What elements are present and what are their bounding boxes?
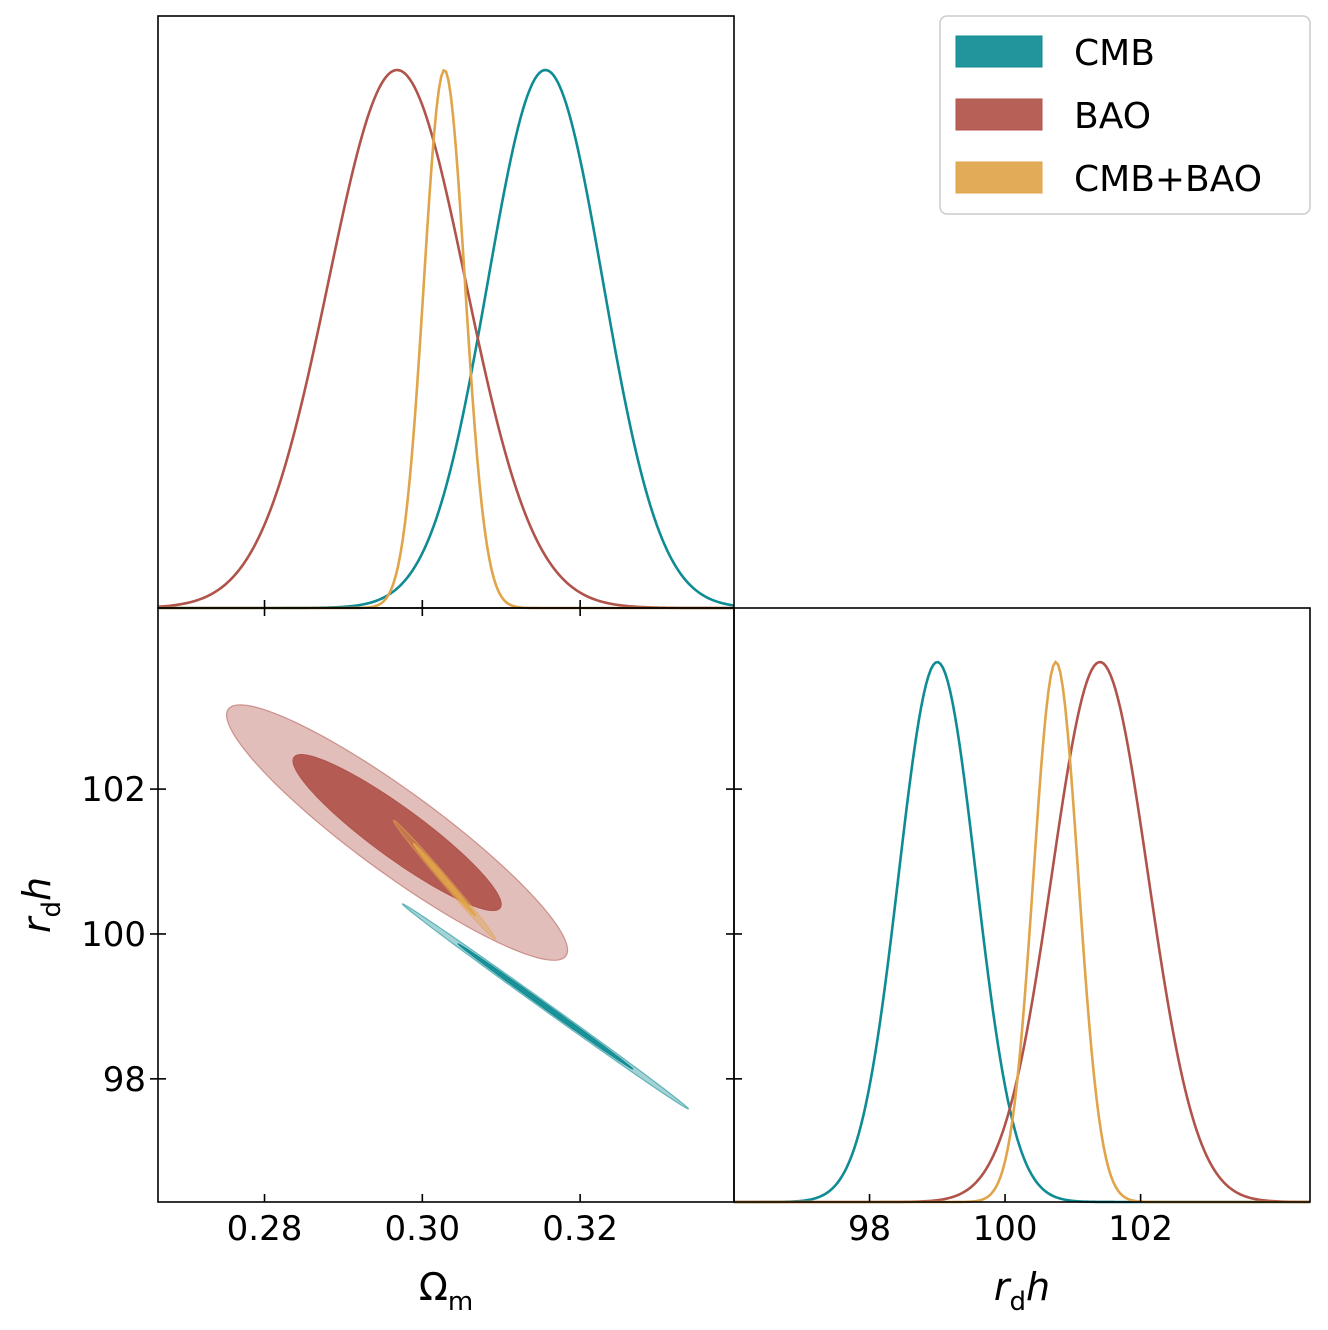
- x-tick-label-rdh: 98: [848, 1209, 891, 1249]
- marginal-rdh-cmb-plus-bao: [734, 659, 1310, 1204]
- legend: CMB BAO CMB+BAO: [939, 15, 1311, 215]
- marginal-omega-m-cmb-plus-bao: [158, 68, 734, 610]
- panel-rdh-marginal-frame: [733, 607, 1311, 1203]
- marginal-omega-m-cmb: [158, 68, 735, 610]
- contour-1sigma-cmb: [457, 943, 634, 1070]
- x-tick-label-rdh: 102: [1108, 1209, 1173, 1249]
- y-axis-label-rdh: rdh: [15, 877, 67, 933]
- marginal-rdh-bao: [734, 660, 1311, 1204]
- x-tick-label-omega-m: 0.28: [227, 1209, 303, 1249]
- x-tick-label-omega-m: 0.32: [542, 1209, 618, 1249]
- legend-label-bao: BAO: [1074, 96, 1151, 137]
- x-tick-label-omega-m: 0.30: [384, 1209, 460, 1249]
- marginal-omega-m-bao: [157, 68, 734, 610]
- y-tick-label-rdh: 98: [103, 1060, 146, 1100]
- contour-1sigma-cmb-plus-bao: [412, 842, 477, 917]
- legend-swatch-cmb: [955, 35, 1043, 68]
- legend-swatch-bao: [955, 98, 1043, 131]
- y-tick-label-rdh: 100: [81, 915, 146, 955]
- panel-omega-m-marginal-frame: [157, 15, 735, 609]
- legend-label-cmb: CMB: [1074, 33, 1155, 74]
- x-tick-label-rdh: 100: [973, 1209, 1038, 1249]
- y-tick-label-rdh: 102: [81, 770, 146, 810]
- x-axis-label-omega-m: Ωm: [419, 1265, 473, 1317]
- marginal-rdh-cmb: [734, 660, 1310, 1204]
- contour-1sigma-bao: [292, 754, 502, 912]
- x-axis-label-rdh: rdh: [994, 1265, 1050, 1317]
- legend-swatch-cmb-plus-bao: [955, 161, 1043, 194]
- legend-label-cmb-plus-bao: CMB+BAO: [1074, 159, 1262, 200]
